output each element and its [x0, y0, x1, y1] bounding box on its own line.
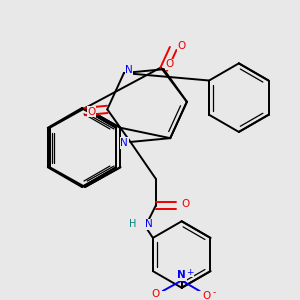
- Text: N: N: [120, 138, 128, 148]
- Text: -: -: [212, 289, 215, 298]
- Text: O: O: [152, 289, 160, 299]
- Text: O: O: [88, 106, 96, 116]
- Text: +: +: [186, 268, 194, 277]
- Text: N: N: [177, 270, 186, 280]
- Text: N: N: [125, 65, 133, 75]
- Text: O: O: [177, 41, 186, 51]
- Text: N: N: [145, 219, 152, 230]
- Text: H: H: [129, 219, 137, 230]
- Text: O: O: [202, 291, 211, 300]
- Text: O: O: [182, 199, 190, 208]
- Text: O: O: [165, 59, 173, 69]
